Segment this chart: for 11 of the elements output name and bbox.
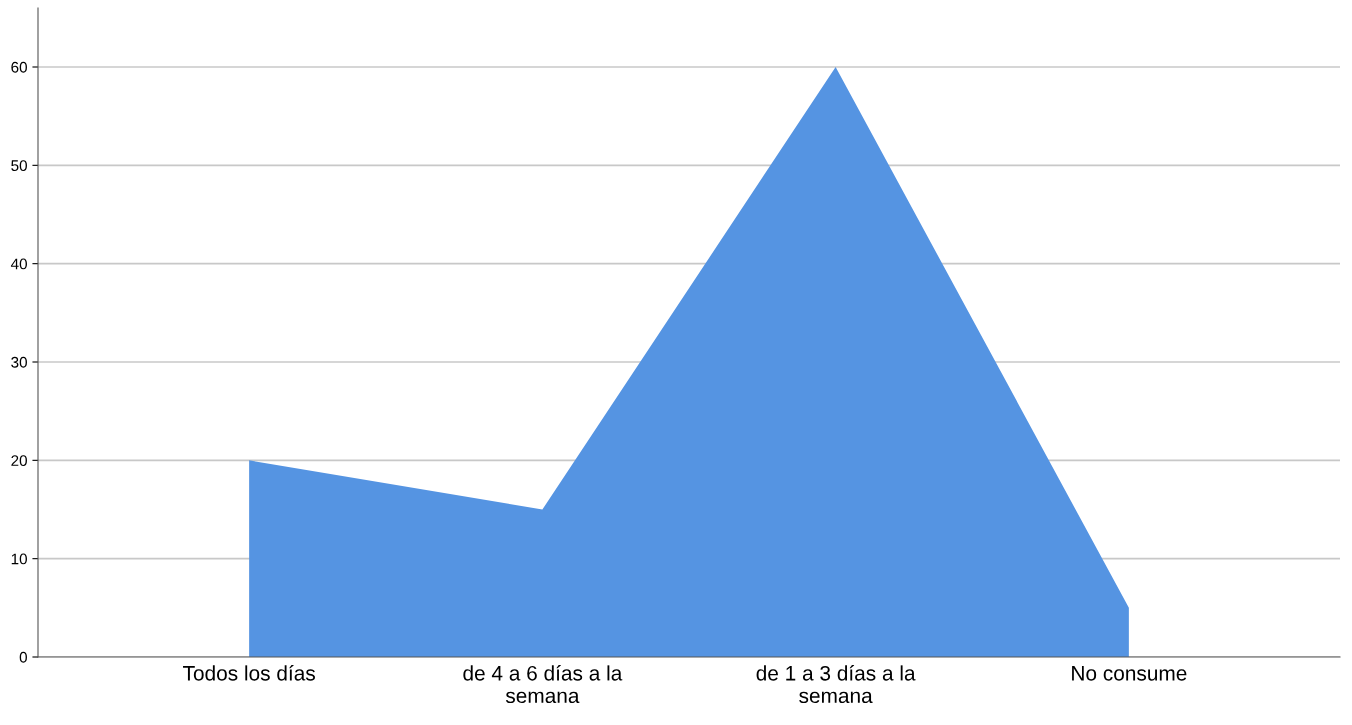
y-tick-label: 30 [11, 356, 27, 368]
y-tick-label: 20 [11, 455, 27, 467]
x-tick-label: de 1 a 3 días a la semana [756, 665, 916, 704]
y-tick-label: 60 [11, 61, 27, 73]
y-tick-label: 10 [11, 553, 27, 565]
x-tick-label: Todos los días [183, 665, 315, 681]
y-tick-label: 50 [11, 160, 27, 172]
y-tick-label: 0 [19, 651, 27, 663]
x-tick-label: No consume [1072, 666, 1187, 681]
x-tick-label: de 4 a 6 días a la semana [463, 665, 623, 704]
y-tick-label: 40 [10, 258, 27, 270]
